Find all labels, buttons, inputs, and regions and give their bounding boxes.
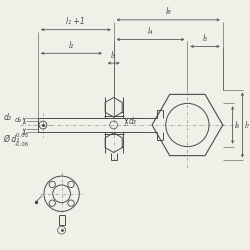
Text: l₇: l₇ bbox=[244, 120, 250, 130]
Text: d₂: d₂ bbox=[15, 116, 22, 122]
Text: -0.06: -0.06 bbox=[14, 142, 29, 147]
Text: l₂: l₂ bbox=[69, 41, 74, 50]
Text: l₈: l₈ bbox=[165, 8, 171, 16]
Text: l₁ +1: l₁ +1 bbox=[66, 17, 85, 26]
Text: l₆: l₆ bbox=[234, 120, 240, 130]
Text: l₃: l₃ bbox=[111, 51, 116, 60]
Text: Ø d₁: Ø d₁ bbox=[4, 135, 20, 144]
Text: d₂: d₂ bbox=[4, 113, 12, 122]
Text: -0.03: -0.03 bbox=[14, 133, 29, 138]
Text: d₃: d₃ bbox=[128, 117, 136, 126]
Text: l₅: l₅ bbox=[202, 34, 208, 43]
Text: l₄: l₄ bbox=[148, 27, 153, 36]
